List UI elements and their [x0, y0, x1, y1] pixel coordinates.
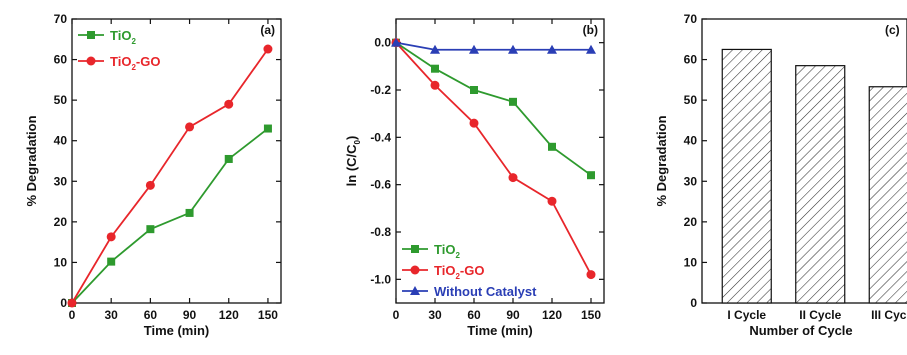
plot-frame [395, 18, 605, 304]
y-tick-label: 10 [54, 255, 68, 269]
legend-label: TiO2 [110, 28, 136, 46]
y-tick-label: 0 [690, 296, 697, 310]
data-point [185, 208, 194, 217]
series-line-1 [395, 41, 592, 176]
y-tick-label: -0.6 [370, 178, 391, 192]
panel-label: (b) [583, 23, 598, 37]
x-tick-label: 60 [467, 308, 481, 322]
y-tick-label: 10 [684, 255, 698, 269]
y-tick-label: 30 [684, 174, 698, 188]
y-tick-label: 30 [54, 174, 68, 188]
x-tick-label: 120 [219, 308, 239, 322]
data-point [263, 44, 273, 54]
data-point [586, 44, 596, 54]
y-tick-label: -0.4 [370, 130, 391, 144]
bar [721, 48, 772, 304]
data-point [391, 37, 401, 47]
data-point [145, 180, 155, 190]
series-line-1 [71, 127, 269, 304]
chart-panel-2: 0.0 -0.2 -0.4 -0.6 -0.8 -1.0 0 30 60 90 120 150 TiO2… [344, 18, 605, 338]
y-tick-label: 20 [54, 215, 68, 229]
y-tick-label: 40 [54, 134, 68, 148]
data-point [586, 270, 596, 280]
y-tick-label: -1.0 [370, 272, 391, 286]
x-tick-label: 30 [105, 308, 119, 322]
data-point [106, 232, 116, 242]
x-axis-label: Time (min) [467, 323, 533, 338]
y-tick-label: 0.0 [374, 36, 391, 50]
legend-marker [410, 286, 420, 295]
y-tick-label: 60 [684, 53, 698, 67]
series-line-2 [71, 48, 269, 304]
x-tick-label: 120 [542, 308, 562, 322]
y-tick-label: 70 [54, 12, 68, 26]
y-tick-label: -0.2 [370, 83, 391, 97]
y-tick-label: 20 [684, 215, 698, 229]
series-line-2 [395, 42, 592, 276]
data-point [469, 44, 479, 54]
legend-marker [411, 245, 419, 253]
x-axis-label: Time (min) [144, 323, 210, 338]
data-point [107, 257, 116, 266]
y-axis-label: % Degradation [24, 115, 39, 206]
data-point [587, 171, 595, 180]
data-point [67, 298, 77, 308]
data-point [508, 173, 518, 183]
data-point [430, 44, 440, 54]
legend-label: Without Catalyst [434, 284, 537, 299]
y-tick-label: 70 [684, 12, 698, 26]
chart-panel-1: 0 10 20 30 40 50 60 70 0 30 60 90 120 150 TiO2 TiO2-GO (… [24, 12, 282, 338]
y-tick-label: -0.8 [370, 225, 391, 239]
bar [795, 65, 846, 304]
data-point [431, 64, 439, 73]
data-point [547, 196, 557, 206]
data-point [263, 124, 272, 133]
x-tick-label: II Cycle [799, 308, 841, 322]
y-tick-label: 40 [684, 134, 698, 148]
x-tick-label: 150 [581, 308, 601, 322]
data-point [547, 44, 557, 54]
panel-label: (c) [885, 23, 900, 37]
y-tick-label: 0 [60, 296, 67, 310]
y-tick-label: 50 [684, 93, 698, 107]
x-tick-label: 150 [258, 308, 278, 322]
data-point [224, 99, 234, 109]
bar [868, 86, 907, 304]
panel-label: (a) [260, 23, 275, 37]
x-tick-label: 90 [183, 308, 197, 322]
data-point [146, 225, 155, 234]
y-tick-label: 50 [54, 93, 68, 107]
legend-label: TiO2-GO [110, 54, 160, 72]
legend-label: TiO2-GO [434, 263, 484, 281]
y-axis-label: % Degradation [654, 115, 669, 206]
data-point [224, 154, 233, 163]
charts-group: 0 10 20 30 40 50 60 70 0 30 60 90 120 150 TiO2 TiO2-GO (… [24, 12, 907, 338]
data-point [430, 80, 440, 90]
chart-panel-3: 0 10 20 30 40 50 60 70 I Cycle II Cycle III Cycle (… [654, 12, 907, 338]
legend-label: TiO2 [434, 242, 460, 260]
x-tick-label: 0 [393, 308, 400, 322]
data-point [469, 118, 479, 128]
plot-frame [71, 18, 282, 304]
x-tick-label: 0 [69, 308, 76, 322]
data-point [185, 122, 195, 132]
x-tick-label: 60 [144, 308, 158, 322]
data-point [470, 86, 478, 94]
x-tick-label: 90 [506, 308, 520, 322]
x-tick-label: 30 [428, 308, 442, 322]
y-tick-label: 60 [54, 53, 68, 67]
legend-marker [86, 56, 96, 66]
y-axis-label: ln (C/C0) [344, 136, 362, 187]
legend-marker [410, 265, 420, 275]
x-tick-label: I Cycle [727, 308, 766, 322]
series-line-3 [395, 41, 591, 51]
data-point [508, 44, 518, 54]
x-axis-label: Number of Cycle [749, 323, 852, 338]
data-point [548, 142, 556, 151]
legend-marker [87, 31, 95, 39]
data-point [509, 97, 517, 106]
x-tick-label: III Cycle [871, 308, 907, 322]
